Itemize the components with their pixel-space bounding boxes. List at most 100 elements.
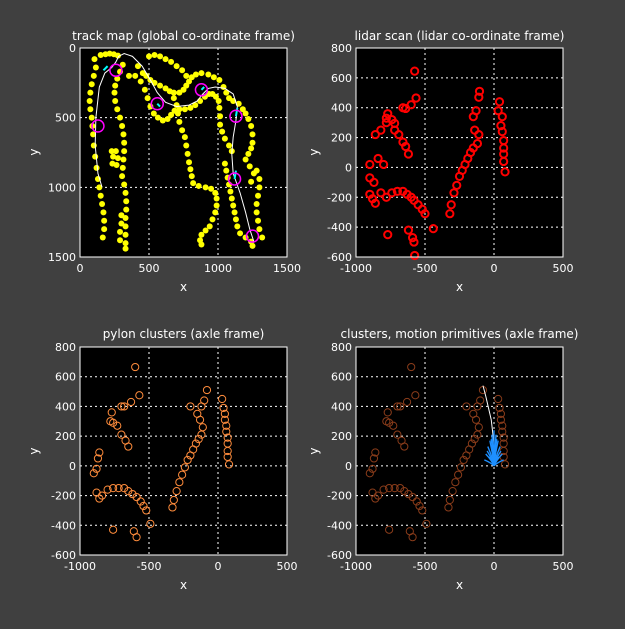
- lidar-point: [499, 156, 509, 167]
- pylon-clusters-xtick-label: -1000: [64, 560, 96, 573]
- pylon-point: [231, 209, 238, 216]
- cluster-point: [445, 495, 454, 505]
- pylon-point: [216, 104, 223, 111]
- pylon-point: [209, 216, 216, 223]
- lidar-point: [394, 129, 404, 140]
- lidar-point: [446, 200, 456, 210]
- cluster-point: [389, 421, 398, 430]
- cluster-point: [422, 519, 431, 528]
- pylon-clusters-tick-labels: -1000 -500 0 500 -600 -400 -200 0 200 400 600 800: [51, 341, 297, 573]
- lidar-scan-ytick-label: 200: [331, 132, 352, 145]
- lidar-point: [445, 209, 455, 219]
- cluster-point: [368, 464, 377, 473]
- pylon-point: [101, 226, 108, 233]
- pylon-point: [249, 131, 256, 138]
- lidar-point: [381, 113, 391, 123]
- pylon-point: [141, 86, 148, 93]
- pylon-point: [192, 102, 199, 109]
- motion-primitives-ytick-label: 600: [331, 371, 352, 384]
- track-path-line: [94, 53, 255, 242]
- pylon-point: [187, 104, 194, 111]
- track-map-ytick-label: 1000: [48, 181, 76, 194]
- cluster-point: [371, 494, 380, 503]
- lidar-point: [383, 230, 393, 240]
- pylon-clusters-ytick-label: -200: [51, 490, 76, 503]
- cluster-point: [499, 433, 508, 442]
- pylon-point: [256, 226, 263, 233]
- cluster-point: [500, 460, 510, 469]
- cluster-point: [371, 448, 380, 457]
- lidar-point: [410, 66, 420, 76]
- cluster-point: [393, 402, 402, 411]
- pylon-point: [217, 121, 224, 128]
- pylon-point: [181, 106, 188, 113]
- pylon-point: [119, 164, 126, 171]
- pylon-point: [213, 195, 220, 202]
- lidar-point: [494, 97, 505, 107]
- pylon-point: [219, 128, 226, 135]
- cluster-point: [124, 487, 133, 496]
- pylon-point: [90, 131, 97, 138]
- lidar-scan-axes-border: [355, 47, 564, 258]
- cluster-point: [95, 494, 104, 503]
- lidar-scan-xtick-label: -500: [413, 262, 438, 275]
- cluster-point: [462, 402, 471, 411]
- cluster-point: [114, 484, 123, 493]
- pylon-clusters-xtick-label: -500: [137, 560, 162, 573]
- cluster-point: [107, 408, 116, 417]
- lidar-point: [407, 232, 418, 243]
- cluster-point: [365, 469, 374, 478]
- pylon-clusters-xtick-label: 0: [215, 560, 222, 573]
- cluster-point: [469, 409, 478, 418]
- lidar-point: [403, 225, 414, 235]
- pylon-point: [179, 127, 186, 134]
- lidar-point: [493, 106, 503, 116]
- pylon-clusters-title: pylon clusters (axle frame): [103, 327, 265, 341]
- lidar-point: [381, 192, 391, 202]
- cluster-point: [109, 525, 118, 534]
- motion-primitives-ytick-label: 400: [331, 400, 352, 413]
- cluster-point: [142, 506, 151, 515]
- pylon-point: [164, 116, 171, 123]
- pylon-point: [221, 135, 228, 142]
- pylon-point: [87, 106, 94, 113]
- pylon-point: [245, 116, 252, 123]
- pylon-point: [232, 216, 239, 223]
- pylon-point: [122, 189, 129, 196]
- pylon-point: [112, 148, 119, 155]
- lidar-scan-ytick-label: -200: [327, 191, 352, 204]
- motion-primitives-xlabel: x: [456, 578, 463, 592]
- cluster-point: [411, 391, 420, 400]
- lidar-point: [365, 159, 375, 170]
- pylon-point: [205, 71, 212, 78]
- motion-primitives-ytick-label: 200: [331, 430, 352, 443]
- pylon-point: [184, 150, 191, 157]
- pylon-point: [157, 53, 164, 60]
- pylon-point: [143, 72, 150, 79]
- pylon-point: [212, 209, 219, 216]
- pylon-point: [256, 175, 263, 182]
- lidar-point: [369, 177, 379, 187]
- cluster-point: [139, 501, 148, 511]
- lidar-point: [409, 237, 419, 247]
- pylon-point: [170, 89, 177, 96]
- lidar-scan-axes-background: [356, 48, 563, 257]
- lidar-scan-ytick-label: 0: [345, 161, 352, 174]
- cluster-point: [474, 423, 483, 432]
- cluster-point: [373, 491, 383, 500]
- pylon-point: [120, 156, 127, 163]
- pylon-point: [159, 117, 166, 124]
- lidar-scan-ylabel: y: [307, 148, 321, 155]
- pylon-point: [117, 114, 124, 121]
- pylon-clusters-xlabel: x: [180, 578, 187, 592]
- motion-primitives-ytick-label: 800: [331, 341, 352, 354]
- track-map-xtick-label: 500: [139, 262, 160, 275]
- pylon-point: [168, 58, 175, 65]
- pylon-point: [242, 156, 249, 163]
- pylon-point: [118, 212, 125, 219]
- cluster-point: [379, 485, 388, 494]
- track-map-xtick-label: 1500: [273, 262, 301, 275]
- pylon-clusters-ytick-label: 600: [55, 371, 76, 384]
- pylon-point: [111, 89, 118, 96]
